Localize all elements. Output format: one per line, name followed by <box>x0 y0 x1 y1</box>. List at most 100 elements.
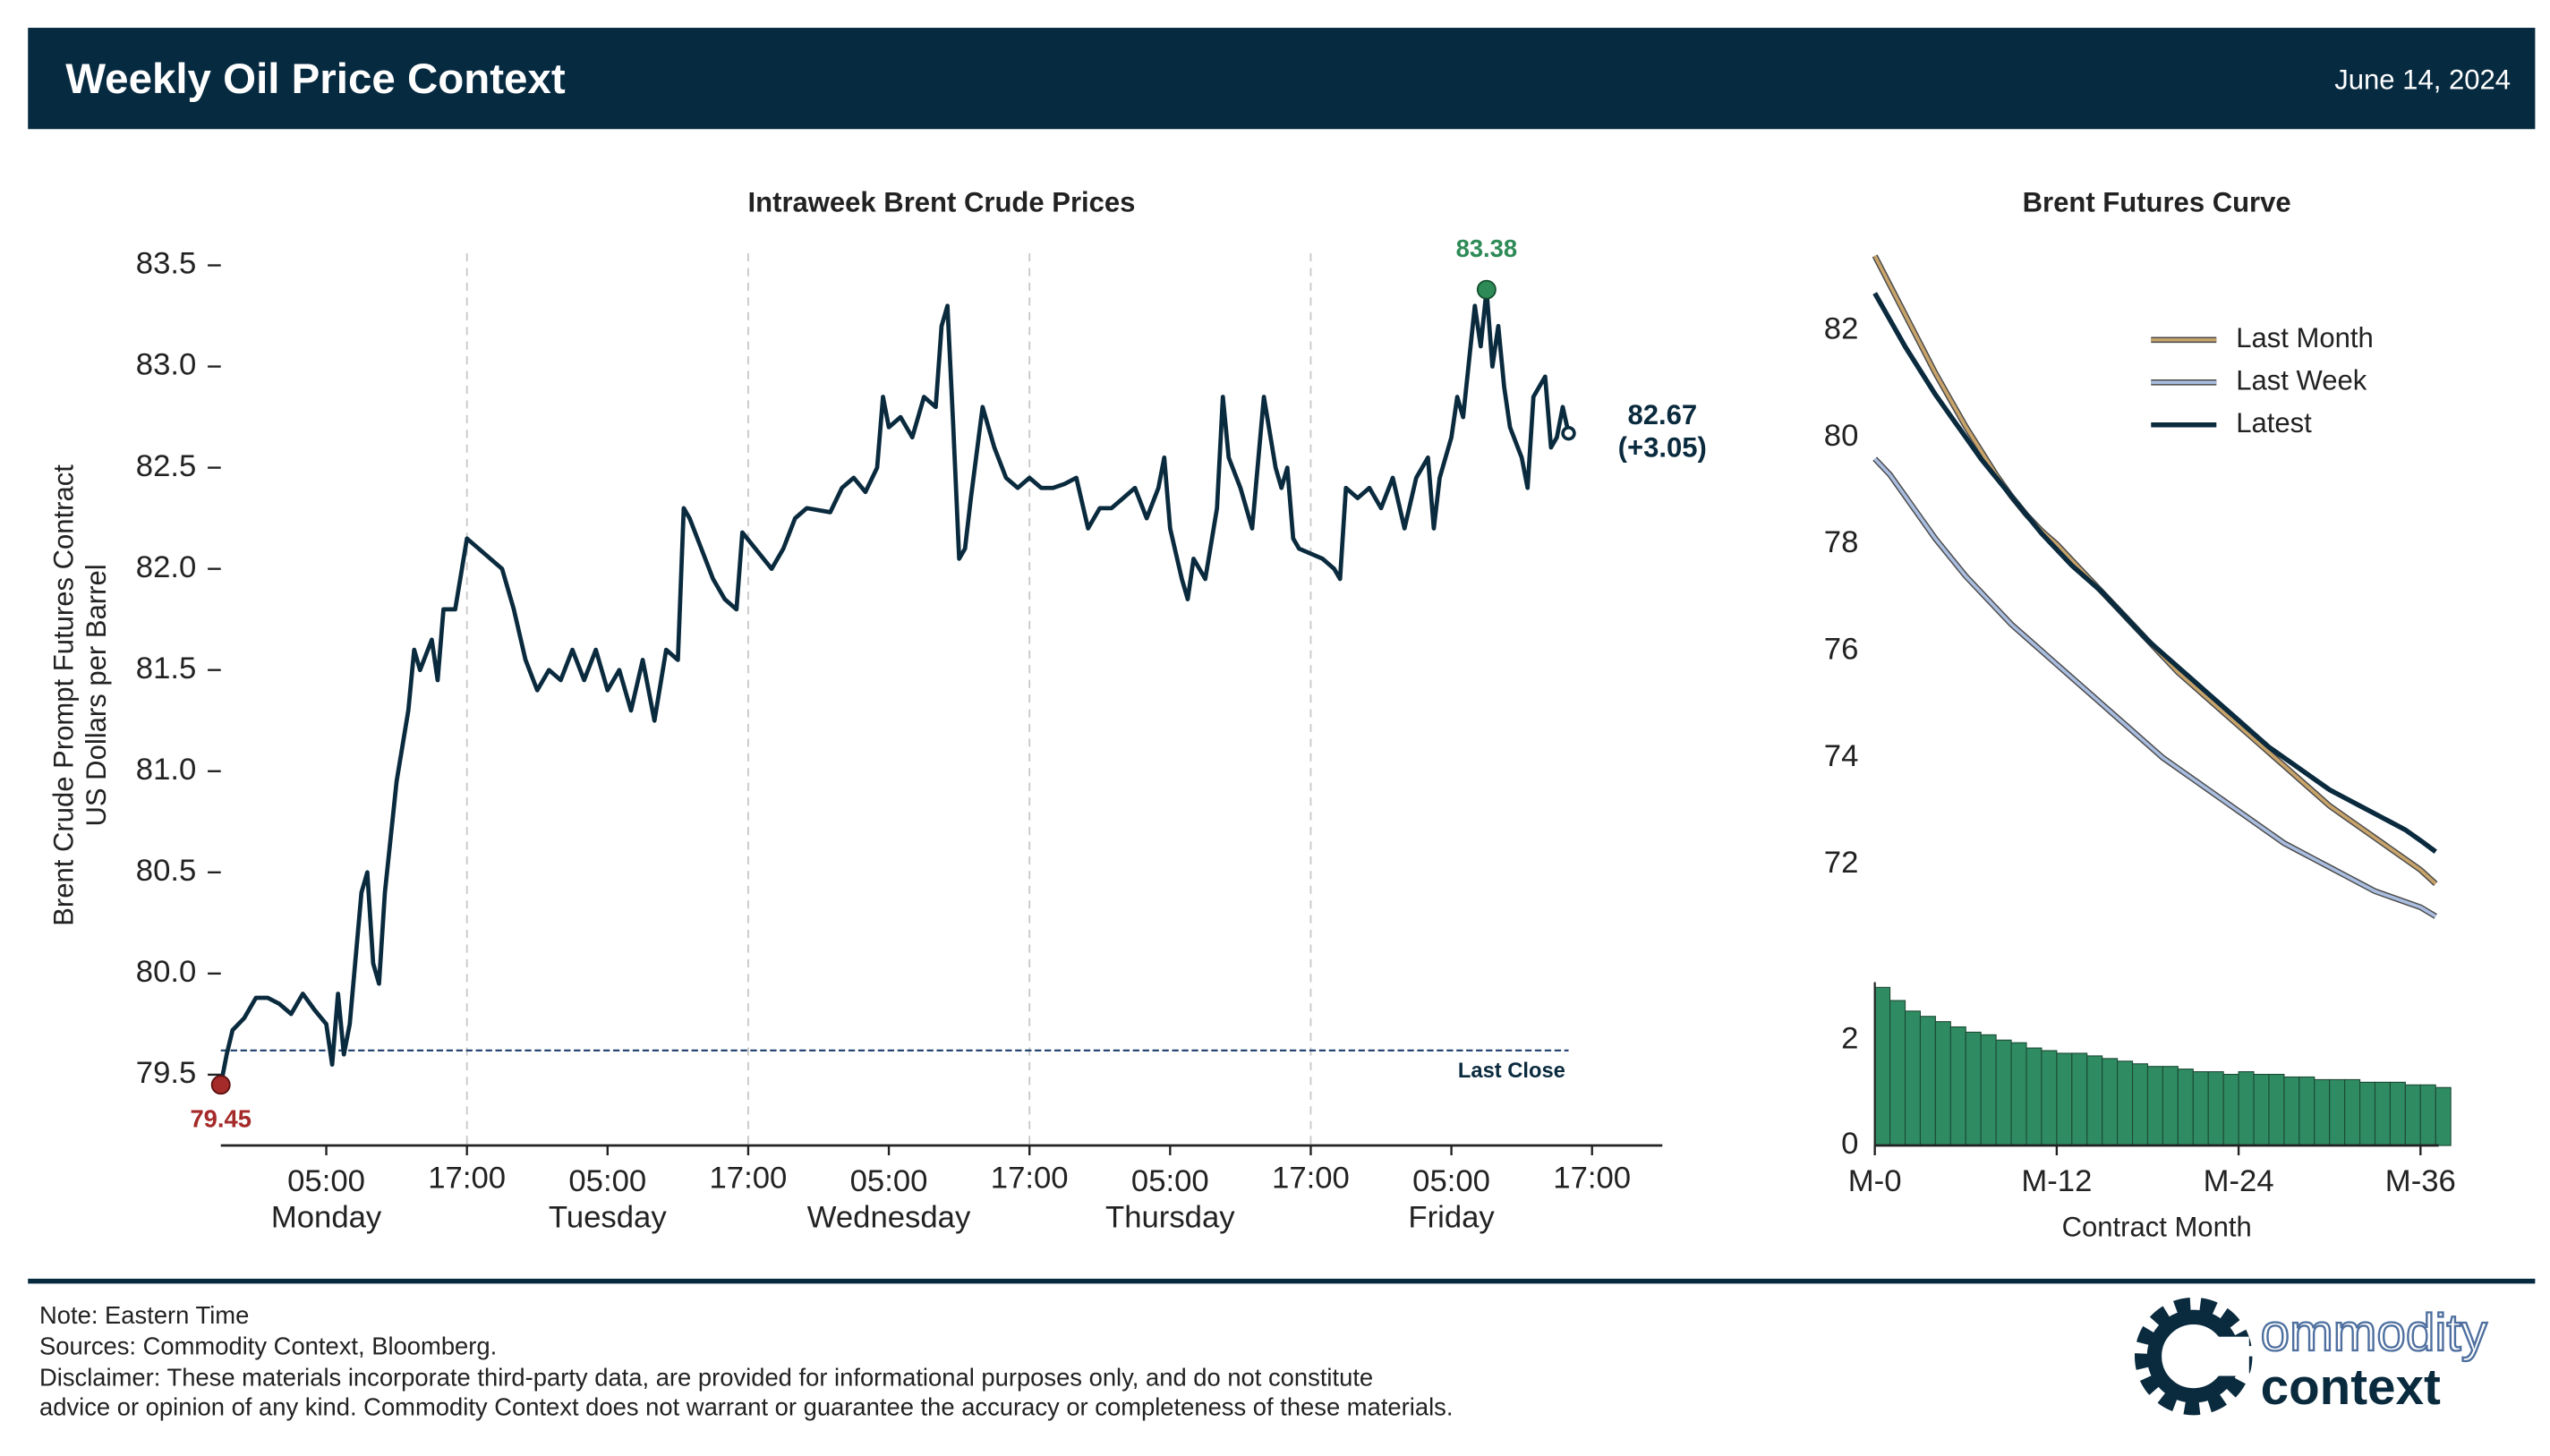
logo-gap <box>2216 1336 2249 1376</box>
bar <box>2146 1066 2163 1146</box>
min-marker <box>210 1075 231 1095</box>
x-tick-label: 05:00 <box>1131 1164 1209 1198</box>
x-tick-label: 05:00 <box>568 1164 646 1198</box>
last-marker <box>1561 425 1576 441</box>
bar <box>1904 1010 1922 1146</box>
min-label: 79.45 <box>190 1105 252 1133</box>
x-day-label: Tuesday <box>549 1200 667 1234</box>
bar <box>2071 1052 2088 1146</box>
bar <box>2086 1055 2103 1146</box>
bar <box>2056 1052 2073 1146</box>
x-tick-label: 17:00 <box>710 1162 788 1196</box>
x-tick-label: 17:00 <box>428 1162 506 1196</box>
bar <box>2404 1084 2421 1146</box>
x-tick-label: 17:00 <box>1272 1162 1350 1196</box>
y-tick-label: 83.0 <box>136 348 197 382</box>
chart-title: Intraweek Brent Crude Prices <box>748 186 1136 217</box>
y-tick-label: 83.5 <box>136 247 197 281</box>
bar <box>2374 1081 2391 1146</box>
logo-text: context <box>2261 1358 2441 1415</box>
bar <box>2435 1086 2452 1146</box>
bar <box>2041 1050 2058 1146</box>
y-tick-label: 82 <box>1824 312 1859 346</box>
bar <box>1965 1031 1982 1146</box>
bar <box>2314 1078 2331 1146</box>
logo: ommodity context <box>2134 1297 2489 1416</box>
legend-label: Last Month <box>2236 322 2374 353</box>
y-tick-label: 82.5 <box>136 449 197 483</box>
curve-line <box>1873 457 2437 918</box>
x-tick-label: M-24 <box>2204 1164 2274 1198</box>
x-tick-label: M-36 <box>2385 1164 2456 1198</box>
x-tick-label: 17:00 <box>1553 1162 1631 1196</box>
y-axis-label: Brent Crude Prompt Futures Contract <box>47 464 79 926</box>
x-tick-label: M-0 <box>1848 1164 1902 1198</box>
chart-title: Brent Futures Curve <box>2023 186 2291 217</box>
y-tick-label: 2 <box>1841 1021 1858 1055</box>
bar <box>1934 1021 1951 1146</box>
max-marker <box>1476 279 1497 300</box>
y-tick-label: 81.0 <box>136 753 197 787</box>
header-title: Weekly Oil Price Context <box>65 55 566 103</box>
bar <box>2026 1047 2043 1146</box>
bar <box>2207 1071 2224 1146</box>
bar <box>2268 1073 2285 1146</box>
header-date: June 14, 2024 <box>2334 64 2511 96</box>
bar <box>2298 1076 2315 1146</box>
y-tick-label: 79.5 <box>136 1056 197 1090</box>
y-tick-label: 80 <box>1824 419 1859 453</box>
x-day-label: Friday <box>1408 1200 1495 1234</box>
bar <box>2238 1071 2255 1146</box>
bar <box>2177 1069 2194 1146</box>
bar <box>2192 1071 2209 1146</box>
bar <box>2283 1076 2300 1146</box>
legend-label: Latest <box>2236 407 2312 439</box>
bar <box>2222 1073 2239 1146</box>
footer-note: Sources: Commodity Context, Bloomberg. <box>39 1333 497 1360</box>
bar <box>2102 1058 2119 1146</box>
curve-edge <box>1872 456 2437 919</box>
header-bar <box>28 28 2536 130</box>
footer-note: advice or opinion of any kind. Commodity… <box>39 1392 1453 1420</box>
x-day-label: Monday <box>271 1200 382 1234</box>
footer-note: Note: Eastern Time <box>39 1301 249 1329</box>
last-close-label: Last Close <box>1458 1060 1565 1083</box>
bar <box>1874 986 1891 1146</box>
bar <box>2162 1066 2179 1146</box>
legend-label: Last Week <box>2236 364 2367 396</box>
bar <box>1995 1039 2012 1146</box>
curve-line <box>1872 292 2437 854</box>
y-tick-label: 81.5 <box>136 651 197 685</box>
y-tick-label: 72 <box>1824 846 1859 880</box>
footer-note: Disclaimer: These materials incorporate … <box>39 1363 1373 1391</box>
bar <box>2344 1078 2361 1146</box>
bar <box>1980 1034 1997 1146</box>
x-tick-label: M-12 <box>2021 1164 2092 1198</box>
x-axis-label: Contract Month <box>2062 1211 2252 1242</box>
y-tick-label: 76 <box>1824 633 1859 667</box>
change-label: (+3.05) <box>1618 431 1707 463</box>
x-day-label: Wednesday <box>807 1200 971 1234</box>
x-tick-label: 05:00 <box>850 1164 928 1198</box>
last-label: 82.67 <box>1627 399 1697 430</box>
max-label: 83.38 <box>1456 234 1518 262</box>
bar <box>2010 1042 2027 1146</box>
price-line <box>218 287 1571 1086</box>
x-tick-label: 05:00 <box>287 1164 365 1198</box>
bar <box>2359 1081 2376 1146</box>
bar <box>2389 1081 2406 1146</box>
y-tick-label: 80.5 <box>136 854 197 888</box>
bar <box>1919 1016 1936 1146</box>
x-day-label: Thursday <box>1105 1200 1235 1234</box>
logo-text: ommodity <box>2261 1304 2488 1362</box>
y-tick-label: 0 <box>1841 1127 1858 1161</box>
x-tick-label: 17:00 <box>991 1162 1069 1196</box>
bar <box>2117 1060 2134 1146</box>
bar <box>2329 1078 2346 1146</box>
y-tick-label: 78 <box>1824 525 1859 559</box>
x-tick-label: 05:00 <box>1412 1164 1490 1198</box>
y-tick-label: 82.0 <box>136 550 197 584</box>
y-tick-label: 80.0 <box>136 955 197 989</box>
